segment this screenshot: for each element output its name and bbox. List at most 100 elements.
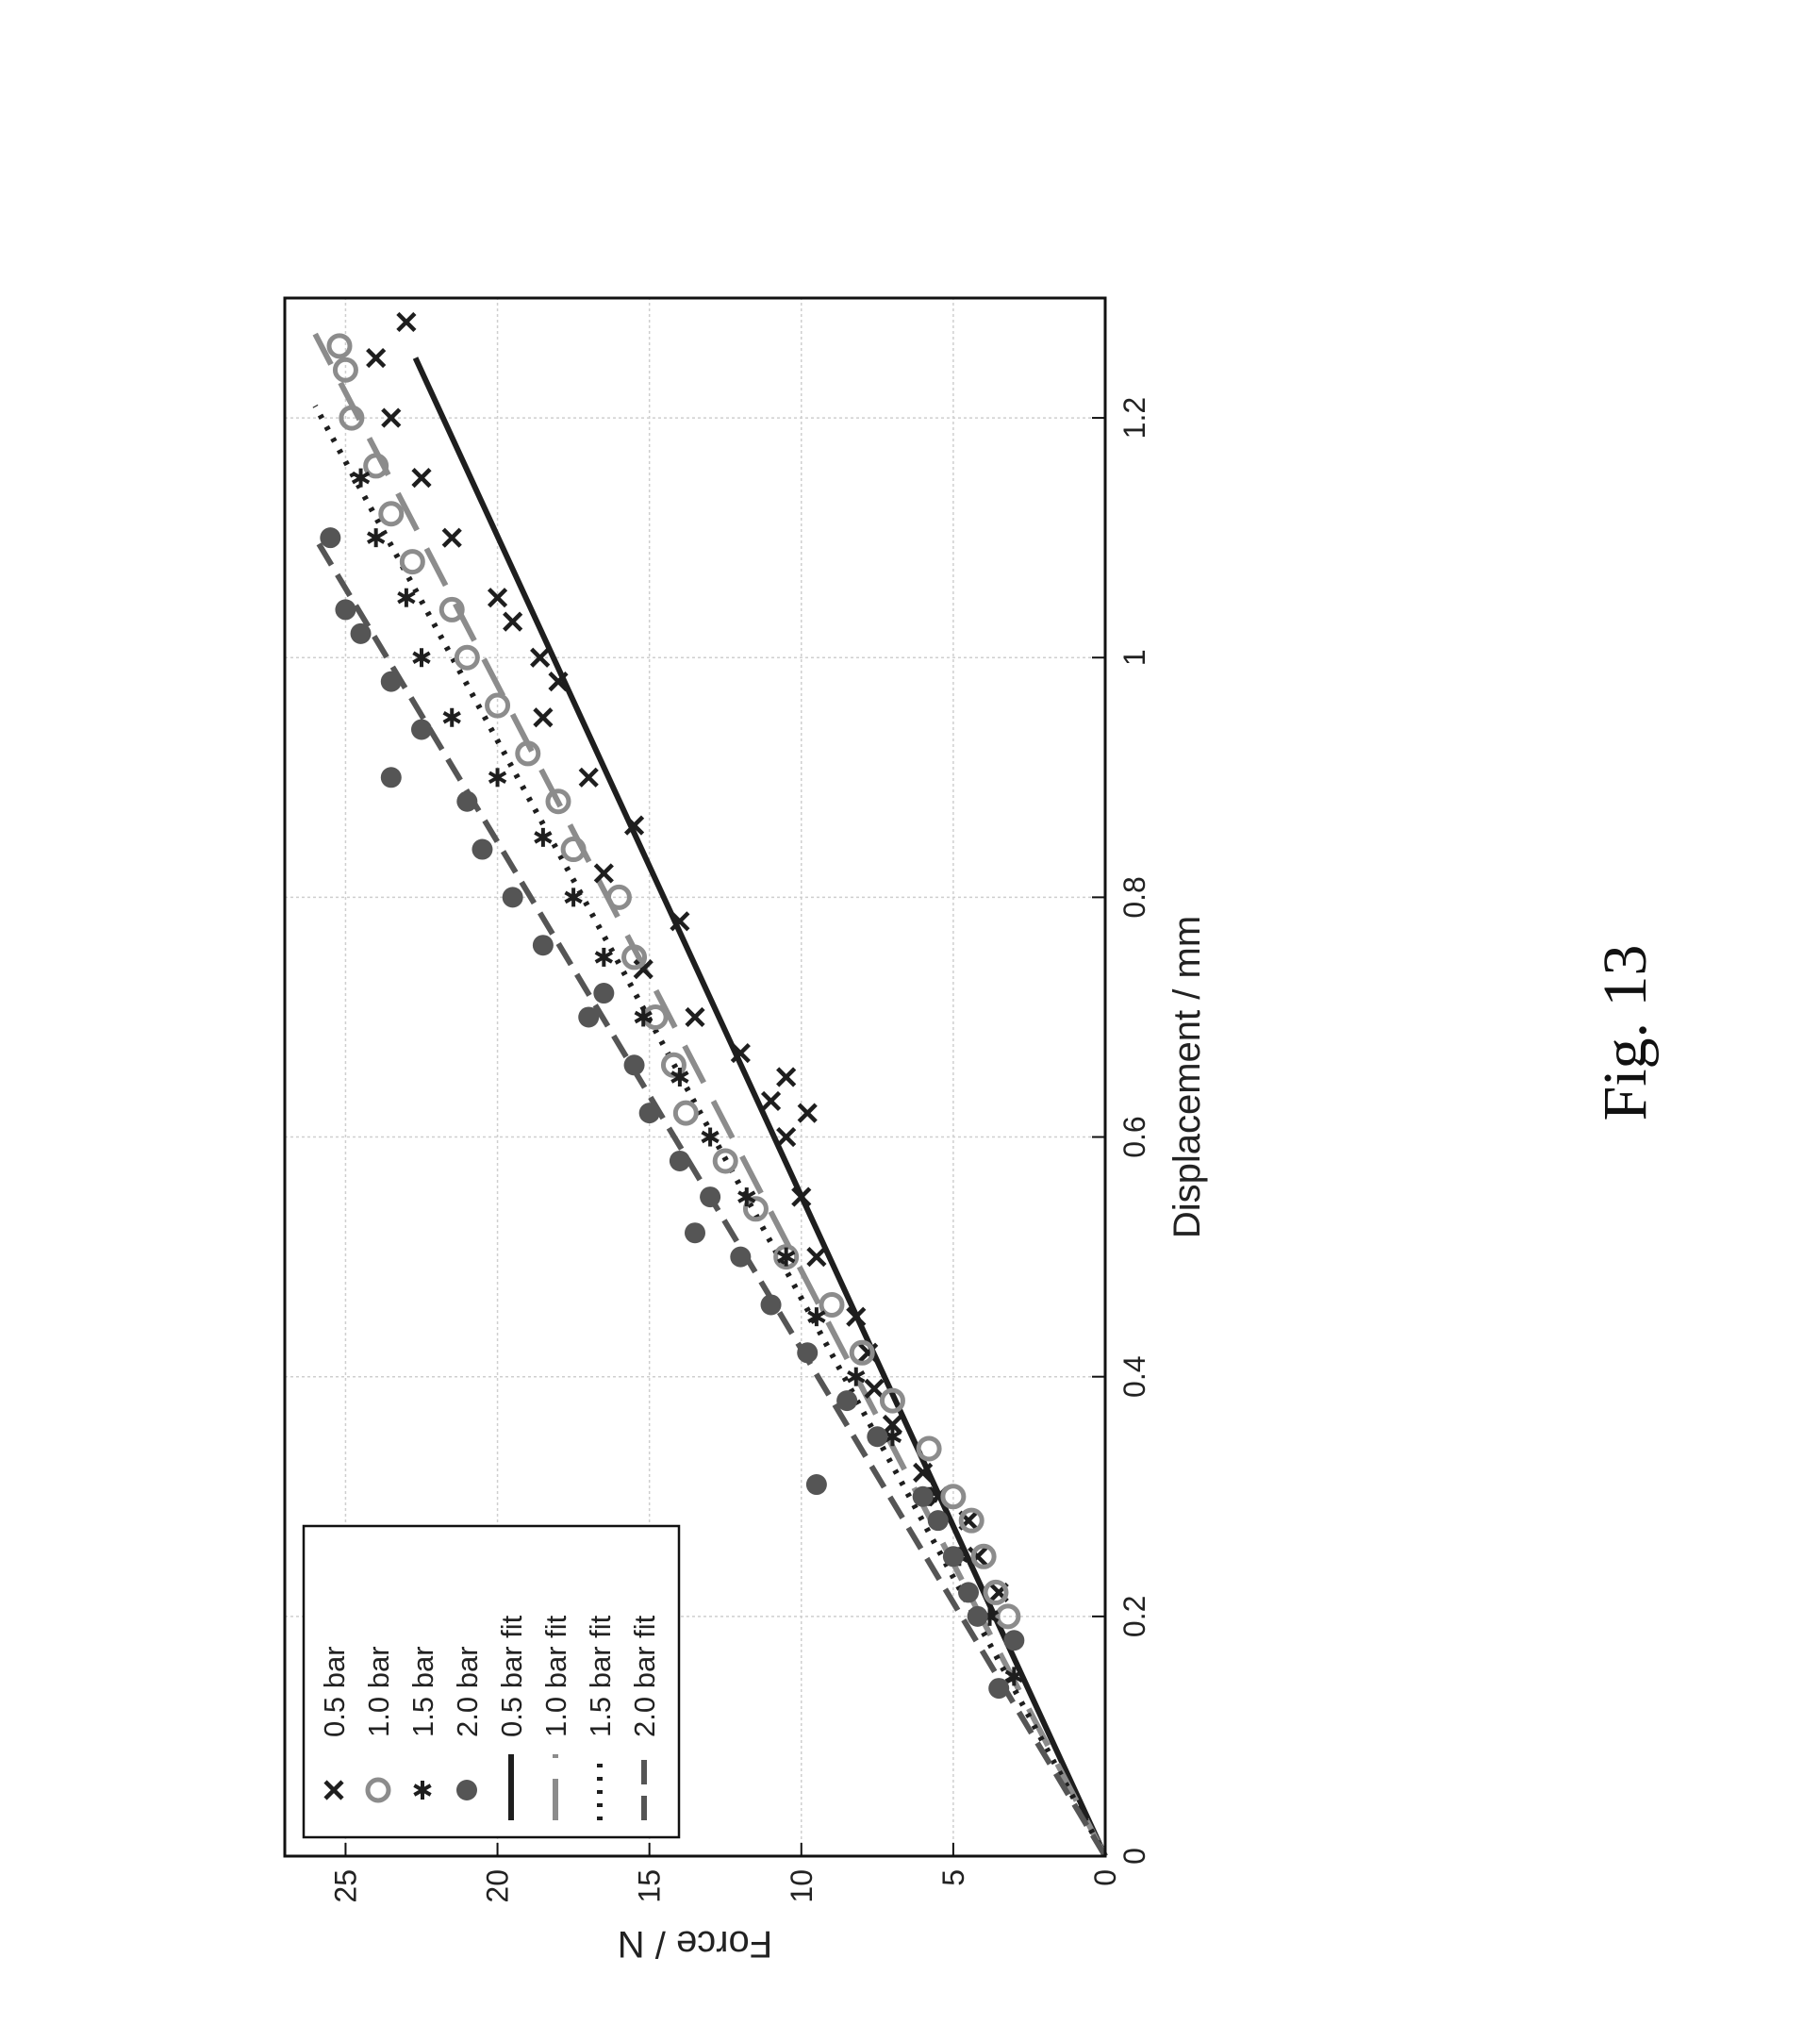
x-marker-stroke bbox=[685, 1006, 705, 1028]
plot-frame bbox=[283, 296, 1107, 1858]
y-tick-label: 25 bbox=[328, 1869, 362, 1903]
data-point bbox=[867, 1426, 888, 1448]
data-point bbox=[700, 1186, 721, 1208]
data-point bbox=[970, 1543, 997, 1569]
data-point bbox=[773, 1244, 800, 1270]
data-point bbox=[545, 788, 571, 815]
star-marker-stroke bbox=[413, 1783, 432, 1797]
data-point bbox=[605, 884, 632, 910]
star-marker-stroke bbox=[594, 951, 613, 964]
x-marker-stroke bbox=[730, 1042, 751, 1064]
data-point bbox=[670, 911, 690, 932]
series-3-points bbox=[320, 527, 1025, 1700]
data-point bbox=[441, 527, 462, 548]
x-marker-stroke bbox=[846, 1306, 867, 1327]
star-marker-stroke bbox=[397, 590, 416, 605]
data-point bbox=[864, 1378, 885, 1399]
legend-entry: 2.0 bar fit bbox=[628, 1615, 661, 1820]
axis-ticks: 0 0.2 0.4 0.6 0.8 1 1.2 0 5 10 15 20 25 bbox=[328, 397, 1151, 1903]
data-point bbox=[760, 1090, 782, 1112]
data-point bbox=[593, 863, 614, 884]
y-tick-label: 20 bbox=[481, 1869, 515, 1903]
x-marker-stroke bbox=[968, 1546, 988, 1567]
data-point bbox=[777, 1247, 796, 1267]
x-marker-stroke bbox=[791, 1186, 812, 1207]
data-point bbox=[701, 1127, 720, 1147]
data-point bbox=[988, 1678, 1010, 1700]
x-tick-label: 1 bbox=[1117, 649, 1151, 666]
data-point bbox=[858, 1342, 879, 1363]
data-point bbox=[670, 1068, 689, 1087]
star-marker-stroke bbox=[351, 471, 371, 485]
legend: 0.5 bar 1.0 bar 1.5 bar 2.0 bar 0.5 bar fit 1… bbox=[302, 1524, 681, 1839]
x-marker-stroke bbox=[441, 527, 462, 548]
data-point bbox=[350, 622, 372, 644]
data-point bbox=[806, 1247, 827, 1268]
data-point bbox=[623, 815, 645, 836]
x-marker-stroke bbox=[530, 647, 551, 668]
x-marker-stroke bbox=[882, 1414, 903, 1435]
data-point bbox=[967, 1605, 988, 1627]
data-point bbox=[560, 837, 587, 863]
x-marker-stroke bbox=[776, 1126, 797, 1148]
data-point bbox=[819, 1291, 845, 1318]
legend-label: 0.5 bar fit bbox=[495, 1615, 528, 1737]
x-marker-stroke bbox=[623, 815, 645, 836]
data-point bbox=[942, 1546, 964, 1568]
star-marker-stroke bbox=[367, 531, 386, 544]
legend-entry: 2.0 bar bbox=[451, 1646, 484, 1800]
x-marker-stroke bbox=[864, 1378, 885, 1399]
data-point bbox=[456, 790, 478, 812]
data-point bbox=[913, 1462, 934, 1483]
fit-line-6 bbox=[312, 404, 1108, 1858]
legend-label: 2.0 bar bbox=[451, 1646, 484, 1737]
x-marker-stroke bbox=[670, 911, 690, 932]
data-point bbox=[515, 740, 541, 767]
data-point bbox=[730, 1246, 752, 1268]
star-marker-stroke bbox=[777, 1250, 796, 1264]
star-marker-stroke bbox=[701, 1130, 720, 1144]
x-marker-stroke bbox=[381, 407, 402, 428]
y-tick-label: 15 bbox=[633, 1869, 667, 1903]
data-point bbox=[593, 983, 615, 1004]
star-marker-stroke bbox=[670, 1070, 689, 1084]
series-0-points bbox=[366, 311, 1009, 1603]
data-point bbox=[1004, 1667, 1023, 1686]
data-point bbox=[487, 588, 508, 608]
data-point bbox=[578, 767, 599, 788]
x-marker-stroke bbox=[396, 311, 417, 333]
data-point bbox=[797, 1342, 819, 1364]
legend-label: 1.5 bar fit bbox=[584, 1615, 617, 1737]
x-marker-stroke bbox=[633, 959, 654, 980]
data-point bbox=[351, 468, 371, 488]
x-marker-stroke bbox=[366, 347, 387, 369]
x-tick-label: 0.4 bbox=[1117, 1355, 1151, 1397]
series-2-points bbox=[351, 468, 1023, 1686]
data-point bbox=[623, 1054, 645, 1076]
data-point bbox=[807, 1307, 826, 1327]
legend-entry: 1.5 bar fit bbox=[584, 1615, 617, 1820]
x-tick-label: 0.8 bbox=[1117, 876, 1151, 918]
star-marker-stroke bbox=[807, 1310, 826, 1323]
x-tick-label: 0 bbox=[1117, 1848, 1151, 1865]
data-point bbox=[737, 1187, 756, 1207]
data-point bbox=[363, 453, 389, 479]
data-point bbox=[367, 528, 386, 548]
star-marker-stroke bbox=[1004, 1669, 1023, 1684]
data-point bbox=[846, 1306, 867, 1327]
scatter-points bbox=[320, 311, 1025, 1700]
data-point bbox=[912, 1485, 934, 1507]
data-point bbox=[642, 1004, 669, 1030]
data-point bbox=[742, 1196, 769, 1222]
data-point bbox=[685, 1222, 705, 1244]
x-marker-stroke bbox=[806, 1247, 827, 1268]
data-point bbox=[634, 1007, 653, 1027]
legend-entry: 1.0 bar bbox=[362, 1646, 395, 1803]
star-marker-stroke bbox=[412, 651, 431, 664]
rotated-plot: 0 0.2 0.4 0.6 0.8 1 1.2 0 5 10 15 20 25 Displacement… bbox=[283, 296, 1208, 1965]
data-point bbox=[411, 719, 432, 740]
fit-line-5 bbox=[312, 332, 1108, 1858]
star-marker-stroke bbox=[634, 1010, 653, 1024]
x-marker-stroke bbox=[487, 588, 508, 608]
data-point bbox=[927, 1510, 949, 1532]
